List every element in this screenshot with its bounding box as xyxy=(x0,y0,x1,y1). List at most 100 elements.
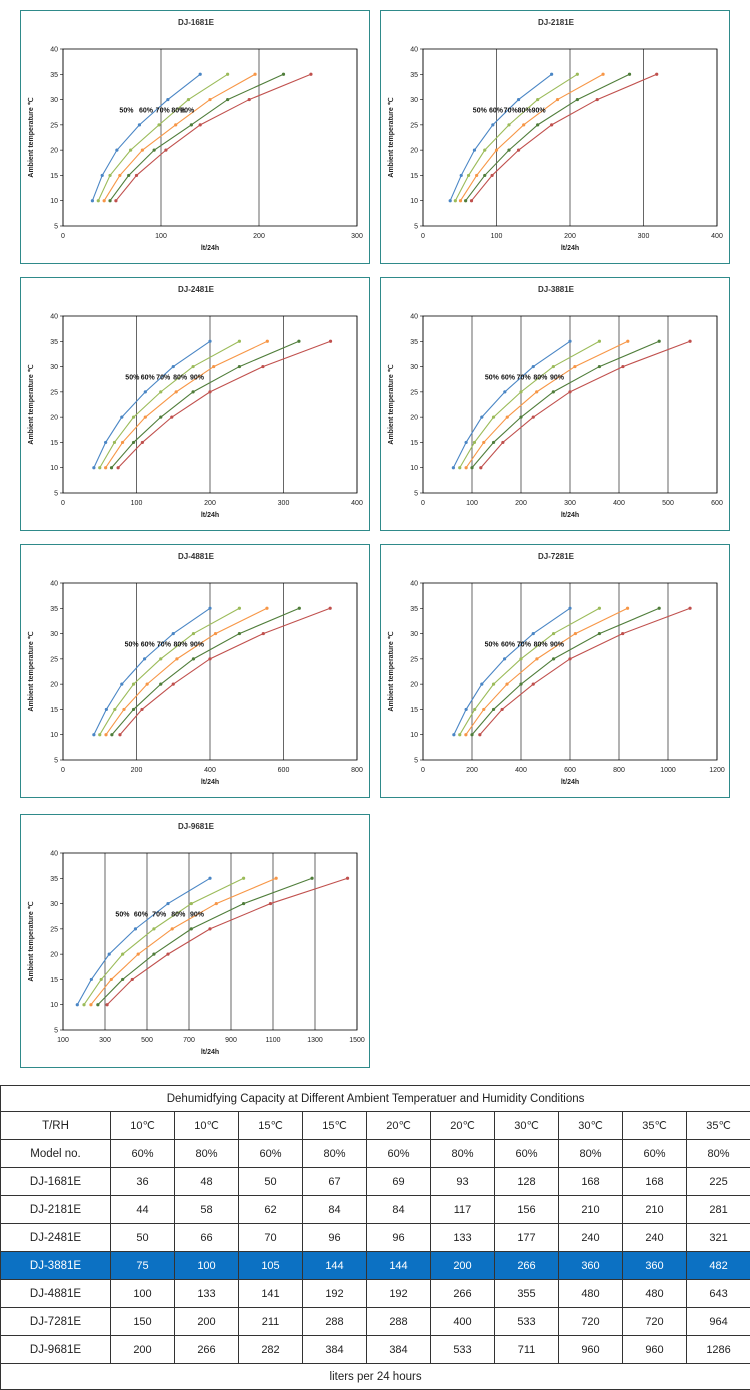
series-label: 90% xyxy=(532,108,547,115)
table-cell: 105 xyxy=(239,1252,303,1280)
data-point xyxy=(532,416,535,419)
data-point xyxy=(171,927,174,930)
y-tick-label: 40 xyxy=(50,47,58,54)
series-label: 50% xyxy=(473,108,488,115)
x-tick-label: 1300 xyxy=(307,1037,323,1044)
chart-title: DJ-2181E xyxy=(538,18,575,27)
data-point xyxy=(550,123,553,126)
data-point xyxy=(166,953,169,956)
series-line-90pct xyxy=(107,878,347,1004)
y-tick-label: 15 xyxy=(50,707,58,714)
y-tick-label: 40 xyxy=(410,47,418,54)
table-cell: 266 xyxy=(495,1252,559,1280)
data-point xyxy=(269,902,272,905)
table-cell: 15℃ xyxy=(303,1112,367,1140)
x-tick-label: 1100 xyxy=(265,1037,280,1044)
data-point xyxy=(166,98,169,101)
data-point xyxy=(90,978,93,981)
data-point xyxy=(532,365,535,368)
table-cell: 400 xyxy=(431,1308,495,1336)
data-point xyxy=(519,390,522,393)
x-axis-label: lt/24h xyxy=(201,1049,219,1056)
data-point xyxy=(172,365,175,368)
data-point xyxy=(298,607,301,610)
x-tick-label: 200 xyxy=(466,767,478,774)
data-point xyxy=(506,416,509,419)
x-tick-label: 1200 xyxy=(709,767,725,774)
table-cell: 533 xyxy=(431,1336,495,1364)
data-point xyxy=(131,978,134,981)
data-point xyxy=(98,733,101,736)
data-point xyxy=(132,441,135,444)
table-cell: 200 xyxy=(175,1308,239,1336)
data-point xyxy=(100,978,103,981)
table-cell: 360 xyxy=(623,1252,687,1280)
series-line-90pct xyxy=(120,608,330,734)
x-tick-label: 500 xyxy=(662,500,674,507)
x-tick-label: 0 xyxy=(421,767,425,774)
y-axis-label: Ambient temperature ℃ xyxy=(387,631,395,711)
x-tick-label: 300 xyxy=(564,500,576,507)
series-label: 80% xyxy=(518,108,533,115)
y-tick-label: 20 xyxy=(410,148,418,155)
table-cell: 144 xyxy=(303,1252,367,1280)
data-point xyxy=(492,441,495,444)
data-point xyxy=(190,902,193,905)
series-line-70pct xyxy=(466,341,628,467)
table-cell: 80% xyxy=(431,1140,495,1168)
series-label: 90% xyxy=(190,912,205,919)
data-point xyxy=(329,340,332,343)
series-label: 90% xyxy=(550,642,565,649)
table-cell: 240 xyxy=(559,1224,623,1252)
series-label: 80% xyxy=(533,375,548,382)
table-cell: 200 xyxy=(431,1252,495,1280)
data-point xyxy=(141,441,144,444)
data-point xyxy=(137,953,140,956)
table-cell: 69 xyxy=(367,1168,431,1196)
data-point xyxy=(482,441,485,444)
data-point xyxy=(465,466,468,469)
table-cell: 30℃ xyxy=(495,1112,559,1140)
y-tick-label: 15 xyxy=(50,440,58,447)
x-axis-label: lt/24h xyxy=(561,779,579,786)
data-point xyxy=(535,657,538,660)
series-line-90pct xyxy=(472,74,657,200)
data-point xyxy=(115,149,118,152)
data-point xyxy=(465,441,468,444)
data-point xyxy=(536,98,539,101)
row-header-cell: DJ-2481E xyxy=(1,1224,111,1252)
table-cell: 720 xyxy=(623,1308,687,1336)
table-cell: 44 xyxy=(111,1196,175,1224)
data-point xyxy=(113,441,116,444)
data-point xyxy=(598,340,601,343)
data-point xyxy=(132,683,135,686)
table-cell: 281 xyxy=(687,1196,750,1224)
data-point xyxy=(190,123,193,126)
data-point xyxy=(92,733,95,736)
table-cell: 225 xyxy=(687,1168,750,1196)
row-header-cell: DJ-1681E xyxy=(1,1168,111,1196)
row-header-cell: DJ-7281E xyxy=(1,1308,111,1336)
data-point xyxy=(550,73,553,76)
series-label: 60% xyxy=(489,108,504,115)
data-point xyxy=(552,657,555,660)
y-tick-label: 5 xyxy=(414,224,418,231)
x-tick-label: 400 xyxy=(204,767,216,774)
data-point xyxy=(517,149,520,152)
data-point xyxy=(483,149,486,152)
row-header-cell: DJ-2181E xyxy=(1,1196,111,1224)
data-point xyxy=(470,199,473,202)
table-cell: 960 xyxy=(559,1336,623,1364)
data-point xyxy=(253,73,256,76)
data-point xyxy=(688,340,691,343)
data-point xyxy=(120,416,123,419)
table-cell: 1286 xyxy=(687,1336,750,1364)
y-tick-label: 15 xyxy=(410,440,418,447)
data-point xyxy=(464,733,467,736)
table-cell: 80% xyxy=(687,1140,750,1168)
row-header-cell: DJ-3881E xyxy=(1,1252,111,1280)
table-cell: 288 xyxy=(367,1308,431,1336)
data-point xyxy=(238,365,241,368)
